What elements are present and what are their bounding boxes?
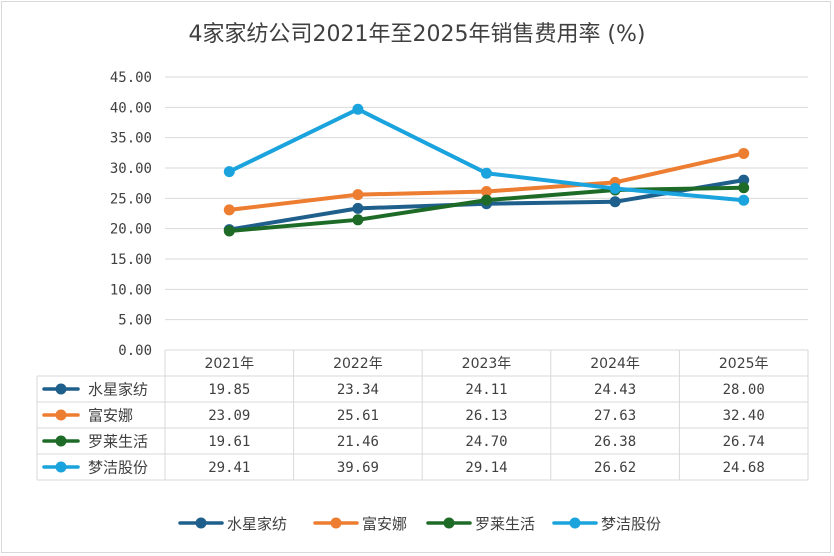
legend-marker [330,517,342,529]
y-axis: 0.00 5.00 10.00 15.00 20.00 25.00 30.00 35.00 40… [110,70,152,359]
table-value-cell: 26.38 [594,434,636,450]
y-tick-label: 40.00 [110,100,152,116]
series-group [223,103,750,206]
legend-item[interactable]: 富安娜 [313,515,407,533]
legend-label: 水星家纺 [227,515,287,533]
table-legend-marker [55,383,67,395]
table-value-cell: 24.43 [594,382,636,398]
table-row-label: 水星家纺 [88,381,148,399]
legend[interactable]: 水星家纺 富安娜 罗莱生活 梦洁股份 [178,515,661,533]
chart-title: 4家家纺公司2021年至2025年销售费用率 (%) [188,22,645,47]
data-point [223,225,235,237]
table-header-cell: 2021年 [204,356,254,372]
table-legend-marker [55,435,67,447]
data-point [738,174,750,186]
table-value-cell: 19.61 [208,434,250,450]
table-header-cell: 2024年 [590,356,640,372]
legend-marker [195,517,207,529]
legend-item[interactable]: 罗莱生活 [426,515,535,533]
table-value-cell: 26.62 [594,460,636,476]
table-value-cell: 26.13 [465,408,507,424]
table-value-cell: 29.41 [208,460,250,476]
y-tick-label: 20.00 [110,222,152,238]
table-value-cell: 21.46 [337,434,379,450]
data-point [352,214,364,226]
grid [165,76,808,351]
table-value-cell: 23.09 [208,408,250,424]
table-value-cell: 32.40 [723,408,765,424]
table-value-cell: 39.69 [337,460,379,476]
data-point [481,167,492,179]
data-point [738,182,750,194]
legend-label: 罗莱生活 [475,515,535,533]
data-point [352,189,364,201]
table-row-label: 罗莱生活 [88,433,148,451]
data-point [223,204,235,216]
y-tick-label: 35.00 [110,131,152,147]
table-value-cell: 26.74 [723,434,765,450]
data-point [609,196,621,208]
data-point [738,147,750,159]
table-header-cell: 2022年 [333,356,383,372]
table-value-cell: 24.68 [723,460,765,476]
data-point [352,103,364,115]
table-value-cell: 28.00 [723,382,765,398]
data-point [609,183,621,195]
table-value-cell: 27.63 [594,408,636,424]
legend-label: 富安娜 [362,515,407,533]
y-tick-label: 30.00 [110,161,152,177]
data-point [738,194,750,206]
table-value-cell: 25.61 [337,408,379,424]
data-point [223,166,235,178]
table-header-cell: 2025年 [719,356,769,372]
table-value-cell: 19.85 [208,382,250,398]
y-tick-label: 25.00 [110,191,152,207]
table-legend-marker [55,409,67,421]
table-row-label: 富安娜 [88,407,133,425]
table-row-label: 梦洁股份 [88,459,148,477]
table-legend-marker [55,461,67,473]
data-point [481,194,492,206]
table-value-cell: 23.34 [337,382,379,398]
table-value-cell: 24.70 [465,434,507,450]
y-tick-label: 10.00 [110,282,152,298]
y-tick-label: 0.00 [118,343,152,359]
data-point [481,185,492,197]
table-value-cell: 24.11 [465,382,507,398]
legend-item[interactable]: 梦洁股份 [552,515,661,533]
legend-marker [443,517,455,529]
table-value-cell: 29.14 [465,460,507,476]
legend-item[interactable]: 水星家纺 [178,515,287,533]
y-tick-label: 15.00 [110,252,152,268]
y-tick-label: 45.00 [110,70,152,86]
legend-label: 梦洁股份 [601,515,661,533]
y-tick-label: 5.00 [118,313,152,329]
plot-area [223,103,750,237]
legend-marker [569,517,581,529]
data-point [352,202,364,214]
table-header-cell: 2023年 [462,356,512,372]
